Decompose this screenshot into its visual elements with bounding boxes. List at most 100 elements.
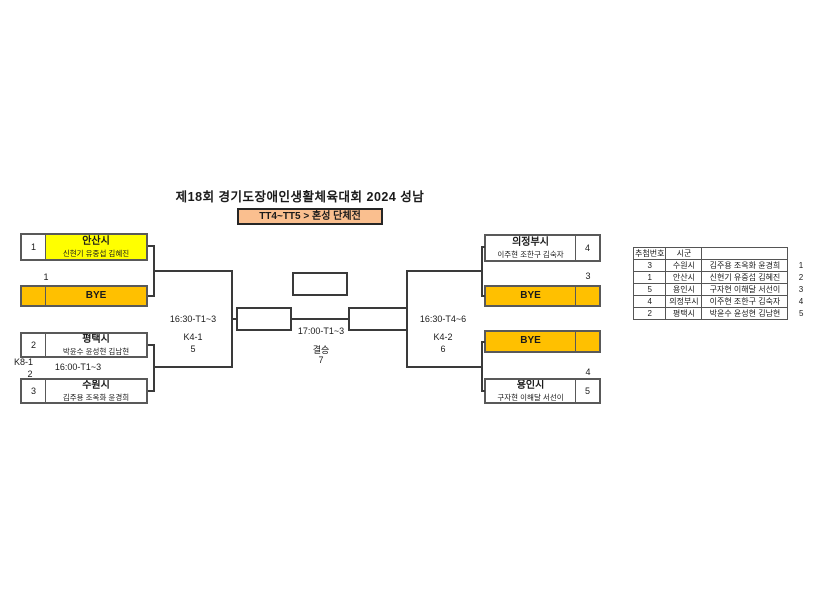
connector-line bbox=[153, 366, 233, 368]
row-rank: 4 bbox=[798, 297, 804, 306]
match-time-qf-left: 16:00-T1~3 bbox=[54, 362, 102, 372]
table-row: 5 용인시 구자현 이해달 서선이 3 bbox=[632, 283, 814, 296]
team-box-ansan: 1 안산시 신현기 유중섭 김혜진 bbox=[20, 233, 148, 261]
match-number-final: 7 bbox=[318, 355, 324, 365]
team-cell: 의정부시 이주현 조한구 김숙자 bbox=[486, 236, 575, 260]
seed-number bbox=[575, 287, 599, 305]
champion-box bbox=[292, 272, 348, 296]
seed-number bbox=[575, 332, 599, 351]
row-rank: 2 bbox=[798, 273, 804, 282]
table-header-row: 추첨번호 시군 bbox=[632, 247, 814, 260]
connector-line bbox=[406, 270, 483, 272]
player-names: 신현기 유중섭 김혜진 bbox=[701, 271, 789, 284]
connector-line bbox=[231, 318, 237, 320]
match-code-k8-1: K8-1 bbox=[14, 357, 34, 367]
player-names: 이주현 조한구 김숙자 bbox=[701, 295, 789, 308]
team-players: 김주용 조옥화 윤경희 bbox=[62, 392, 130, 402]
team-players: 구자현 이해달 서선이 bbox=[497, 392, 564, 402]
draw-number: 4 bbox=[632, 295, 667, 308]
city-name: 의정부시 bbox=[665, 295, 703, 308]
connector-line bbox=[481, 295, 485, 297]
city-name: 평택시 bbox=[665, 307, 703, 320]
connector-line bbox=[148, 344, 155, 346]
match-time-final: 17:00-T1~3 bbox=[297, 326, 345, 336]
seed-number: 3 bbox=[22, 380, 46, 402]
seed-number: 1 bbox=[22, 235, 46, 259]
position-tag-4: 4 bbox=[585, 367, 591, 377]
bye-box-right-2: BYE bbox=[484, 330, 601, 353]
team-cell: BYE bbox=[486, 332, 575, 351]
row-rank: 1 bbox=[798, 261, 804, 270]
bye-label: BYE bbox=[85, 289, 107, 301]
draw-number: 1 bbox=[632, 271, 667, 284]
team-box-uijeongbu: 의정부시 이주현 조한구 김숙자 4 bbox=[484, 234, 601, 262]
connector-line bbox=[292, 318, 348, 320]
sf-left-winner-box bbox=[236, 307, 292, 331]
team-box-suwon: 3 수원시 김주용 조옥화 윤경희 bbox=[20, 378, 148, 404]
match-number-sf-right: 6 bbox=[440, 344, 446, 354]
bye-label: BYE bbox=[520, 289, 541, 301]
event-class-banner: TT4~TT5 > 혼성 단체전 bbox=[237, 208, 383, 225]
draw-number: 3 bbox=[632, 259, 667, 272]
connector-line bbox=[406, 366, 483, 368]
player-names: 구자현 이해달 서선이 bbox=[701, 283, 789, 296]
final-label: 결승 bbox=[312, 345, 330, 355]
bye-box-left: BYE bbox=[20, 285, 148, 307]
connector-line bbox=[481, 390, 485, 392]
seed-number: 2 bbox=[22, 334, 46, 356]
match-number-sf-left: 5 bbox=[190, 344, 196, 354]
col-header-city: 시군 bbox=[665, 247, 703, 260]
page-title: 제18회 경기도장애인생활체육대회 2024 성남 bbox=[175, 190, 425, 204]
match-code-sf-left: K4-1 bbox=[183, 332, 203, 342]
match-time-sf-left: 16:30-T1~3 bbox=[169, 314, 217, 324]
draw-table: 추첨번호 시군 3 수원시 김주용 조옥화 윤경희 1 1 안산시 신현기 유중… bbox=[632, 247, 814, 320]
team-box-yongin: 용인시 구자현 이해달 서선이 5 bbox=[484, 378, 601, 404]
team-name: 수원시 bbox=[82, 380, 110, 392]
team-cell: BYE bbox=[486, 287, 575, 305]
col-header-players bbox=[701, 247, 789, 260]
position-tag-1: 1 bbox=[43, 272, 49, 282]
table-row: 4 의정부시 이주현 조한구 김숙자 4 bbox=[632, 295, 814, 308]
seed-number: 5 bbox=[575, 380, 599, 402]
bye-box-right-1: BYE bbox=[484, 285, 601, 307]
match-number-qf-left: 2 bbox=[27, 369, 33, 379]
team-box-pyeongtaek: 2 평택시 박윤수 윤성현 김남현 bbox=[20, 332, 148, 358]
connector-line bbox=[481, 341, 485, 343]
connector-line bbox=[481, 246, 485, 248]
player-names: 박윤수 윤성현 김남현 bbox=[701, 307, 789, 320]
match-time-sf-right: 16:30-T4~6 bbox=[419, 314, 467, 324]
table-row: 3 수원시 김주용 조옥화 윤경희 1 bbox=[632, 259, 814, 272]
row-rank: 5 bbox=[798, 309, 804, 318]
city-name: 안산시 bbox=[665, 271, 703, 284]
city-name: 용인시 bbox=[665, 283, 703, 296]
player-names: 김주용 조옥화 윤경희 bbox=[701, 259, 789, 272]
connector-line bbox=[153, 344, 155, 392]
team-name: 의정부시 bbox=[512, 237, 549, 249]
team-players: 이주현 조한구 김숙자 bbox=[497, 249, 564, 259]
team-cell: BYE bbox=[46, 287, 146, 305]
team-name: 용인시 bbox=[516, 380, 545, 392]
table-row: 2 평택시 박윤수 윤성현 김남현 5 bbox=[632, 307, 814, 320]
position-tag-3: 3 bbox=[585, 271, 591, 281]
team-name: 안산시 bbox=[82, 236, 110, 248]
team-cell: 수원시 김주용 조옥화 윤경희 bbox=[46, 380, 146, 402]
draw-number: 2 bbox=[632, 307, 667, 320]
team-cell: 용인시 구자현 이해달 서선이 bbox=[486, 380, 575, 402]
connector-line bbox=[153, 270, 233, 272]
seed-number: 4 bbox=[575, 236, 599, 260]
team-name: 평택시 bbox=[82, 334, 110, 346]
col-header-rank bbox=[788, 248, 814, 260]
bye-label: BYE bbox=[520, 335, 541, 347]
table-row: 1 안산시 신현기 유중섭 김혜진 2 bbox=[632, 271, 814, 284]
sf-right-winner-box bbox=[348, 307, 408, 331]
row-rank: 3 bbox=[798, 285, 804, 294]
col-header-draw: 추첨번호 bbox=[632, 247, 667, 260]
team-cell: 평택시 박윤수 윤성현 김남현 bbox=[46, 334, 146, 356]
team-players: 박윤수 윤성현 김남현 bbox=[62, 346, 130, 356]
city-name: 수원시 bbox=[665, 259, 703, 272]
draw-number: 5 bbox=[632, 283, 667, 296]
connector-line bbox=[148, 295, 155, 297]
connector-line bbox=[148, 245, 155, 247]
team-players: 신현기 유중섭 김혜진 bbox=[62, 248, 130, 258]
